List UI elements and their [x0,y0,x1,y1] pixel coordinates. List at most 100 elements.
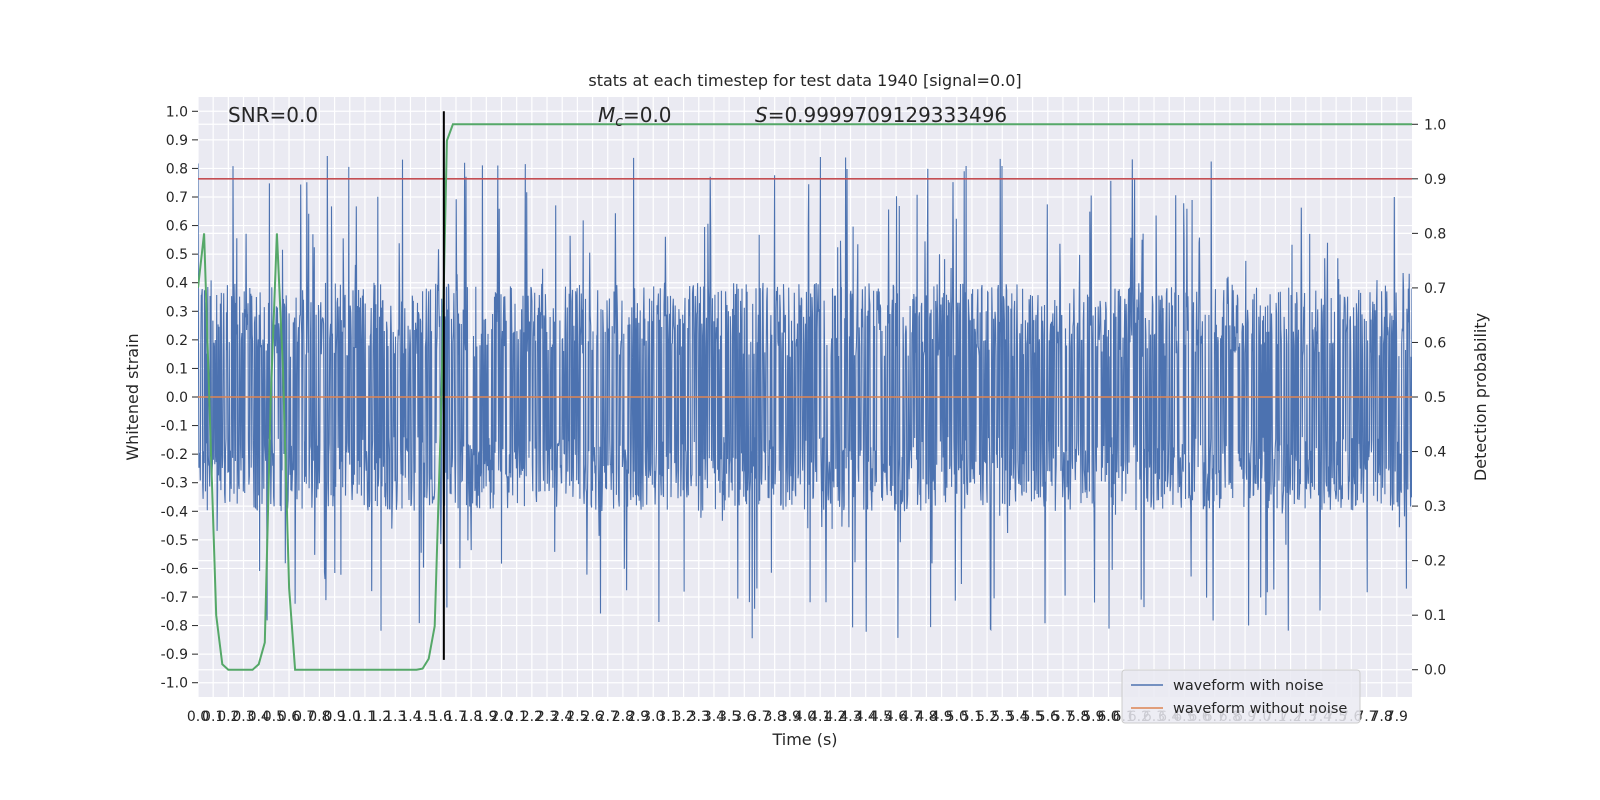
tick-label-x: 2.7 [597,709,619,725]
tick-label-x: 2.9 [627,709,649,725]
y-axis-right-title: Detection probability [1471,313,1490,481]
tick-label-x: 1.3 [384,709,406,725]
tick-label-y-right: 0.6 [1424,335,1446,351]
tick-label-y-left: 0.5 [166,247,188,263]
tick-label-x: 2.5 [566,709,588,725]
tick-label-x: 1.9 [475,709,497,725]
tick-label-y-left: -0.3 [161,476,188,492]
tick-label-y-left: 0.4 [166,276,188,292]
s-symbol: S [755,103,768,127]
tick-label-x: 7.9 [1386,709,1408,725]
tick-label-x: 5.9 [1082,709,1104,725]
tick-label-x: 0.9 [323,709,345,725]
tick-label-x: 0.5 [263,709,285,725]
snr-annotation: SNR=0.0 [228,103,318,127]
tick-label-x: 1.5 [414,709,436,725]
tick-label-x: 1.4 [399,709,421,725]
tick-label-y-left: 0.1 [166,361,188,377]
tick-label-y-left: -0.6 [161,561,188,577]
tick-label-x: 4.5 [870,709,892,725]
tick-label-x: 7.7 [1355,709,1377,725]
tick-label-x: 4.8 [915,709,937,725]
s-value: =0.9999709129333496 [768,103,1007,127]
tick-label-x: 6.0 [1097,709,1119,725]
tick-label-y-left: 0.8 [166,161,188,177]
tick-label-x: 4.0 [794,709,816,725]
tick-label-x: 0.4 [248,709,270,725]
tick-label-x: 0.2 [217,709,239,725]
tick-label-y-left: 0.3 [166,304,188,320]
tick-label-x: 0.7 [293,709,315,725]
tick-label-x: 3.3 [688,709,710,725]
tick-label-y-right: 0.7 [1424,281,1446,297]
tick-label-y-right: 0.2 [1424,554,1446,570]
tick-label-x: 4.7 [900,709,922,725]
tick-label-x: 5.4 [1006,709,1028,725]
tick-label-y-left: 0.9 [166,133,188,149]
tick-label-y-left: 0.7 [166,190,188,206]
tick-label-x: 3.1 [657,709,679,725]
tick-label-y-left: 1.0 [166,104,188,120]
tick-label-x: 4.3 [839,709,861,725]
tick-label-x: 5.8 [1067,709,1089,725]
tick-label-y-left: -0.2 [161,447,188,463]
mc-subscript: c [615,114,623,130]
tick-label-x: 3.7 [748,709,770,725]
tick-label-y-right: 0.3 [1424,499,1446,515]
tick-label-x: 5.5 [1021,709,1043,725]
tick-label-x: 1.6 [430,709,452,725]
s-annotation: S=0.9999709129333496 [755,103,1007,127]
tick-label-y-left: -0.1 [161,419,188,435]
tick-label-x: 4.2 [824,709,846,725]
tick-label-x: 5.0 [946,709,968,725]
tick-label-y-left: -0.5 [161,533,188,549]
tick-label-y-left: 0.6 [166,219,188,235]
tick-label-x: 5.7 [1052,709,1074,725]
tick-label-x: 3.8 [764,709,786,725]
tick-label-x: 3.4 [703,709,725,725]
tick-label-x: 0.1 [202,709,224,725]
tick-label-x: 5.3 [991,709,1013,725]
tick-label-x: 5.6 [1037,709,1059,725]
y-axis-left-ticks: -1.0 -0.9 -0.8 -0.7 -0.6 -0.5 -0.4 -0.3 -0.2 -0.1… [161,104,198,692]
tick-label-x: 5.1 [961,709,983,725]
series-waveform-with-noise [198,155,1412,639]
tick-label-x: 1.7 [445,709,467,725]
legend: waveform with noise waveform without noi… [1121,669,1361,724]
tick-label-y-right: 0.0 [1424,663,1446,679]
tick-label-x: 2.6 [581,709,603,725]
tick-label-x: 1.2 [369,709,391,725]
tick-label-x: 0.3 [232,709,254,725]
tick-label-x: 1.0 [339,709,361,725]
tick-label-x: 3.5 [718,709,740,725]
tick-label-x: 7.8 [1371,709,1393,725]
tick-label-y-right: 1.0 [1424,117,1446,133]
tick-label-y-left: 0.2 [166,333,188,349]
chart-title: stats at each timestep for test data 194… [588,71,1021,90]
tick-label-y-right: 0.4 [1424,445,1446,461]
tick-label-y-right: 0.9 [1424,172,1446,188]
y-axis-right-ticks: 0.0 0.1 0.2 0.3 0.4 0.5 0.6 0.7 0.8 0.9 1.0 [1412,117,1446,679]
tick-label-x: 2.1 [506,709,528,725]
tick-label-y-left: -0.4 [161,504,188,520]
tick-label-x: 1.8 [460,709,482,725]
tick-label-x: 3.9 [779,709,801,725]
tick-label-y-right: 0.1 [1424,608,1446,624]
tick-label-x: 2.0 [490,709,512,725]
tick-label-x: 0.0 [187,709,209,725]
tick-label-x: 3.2 [672,709,694,725]
tick-label-x: 4.1 [809,709,831,725]
mc-symbol: M [598,103,615,127]
tick-label-x: 0.8 [308,709,330,725]
series-detection-probability [198,123,1412,671]
tick-label-y-left: -0.7 [161,590,188,606]
legend-label-clean: waveform without noise [1173,701,1347,717]
tick-label-y-left: 0.0 [166,390,188,406]
tick-label-x: 4.6 [885,709,907,725]
tick-label-y-left: -0.9 [161,647,188,663]
legend-label-noise: waveform with noise [1173,678,1324,694]
tick-label-x: 3.0 [642,709,664,725]
tick-label-x: 5.2 [976,709,998,725]
